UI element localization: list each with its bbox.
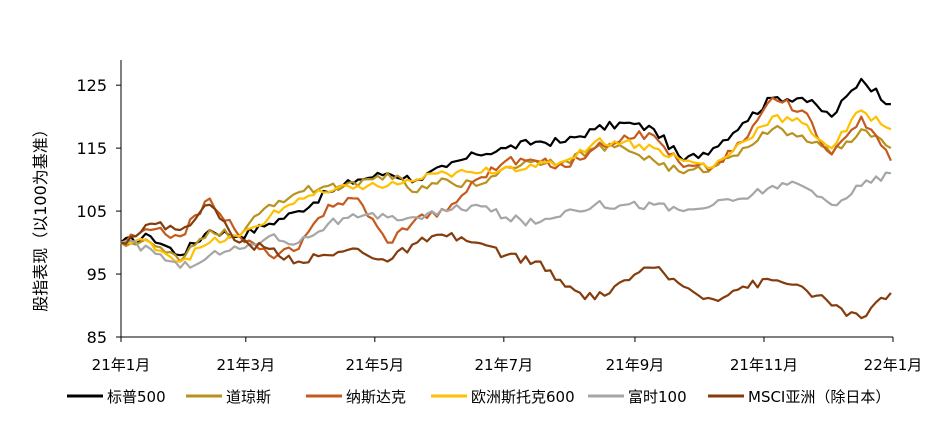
x-tick-label: 22年1月 (864, 356, 923, 374)
x-tick-label: 21年1月 (92, 356, 151, 374)
y-axis-title: 股指表现（以100为基准） (31, 121, 50, 312)
y-tick-label: 115 (76, 139, 107, 158)
legend-label-5: 富时100 (628, 388, 687, 406)
legend-label-2: 道琼斯 (226, 388, 271, 406)
legend-label-4: 欧洲斯托克600 (471, 388, 575, 406)
legend-label-6: MSCI亚洲（除日本） (748, 388, 890, 406)
y-tick-label: 95 (87, 265, 107, 284)
legend-label-1: 标普500 (107, 388, 166, 406)
y-tick-label: 85 (87, 328, 107, 347)
legend-label-3: 纳斯达克 (346, 388, 406, 406)
y-tick-label: 125 (76, 76, 107, 95)
x-tick-label: 21年5月 (345, 356, 404, 374)
x-tick-label: 21年9月 (606, 356, 665, 374)
x-tick-label: 21年7月 (475, 356, 534, 374)
series-line-4 (120, 109, 892, 263)
y-tick-label: 105 (76, 202, 107, 221)
x-tick-label: 21年11月 (730, 356, 798, 374)
series-line-5 (120, 171, 892, 269)
x-tick-label: 21年3月 (216, 356, 275, 374)
series-line-3 (120, 96, 892, 260)
series-line-6 (120, 203, 892, 320)
